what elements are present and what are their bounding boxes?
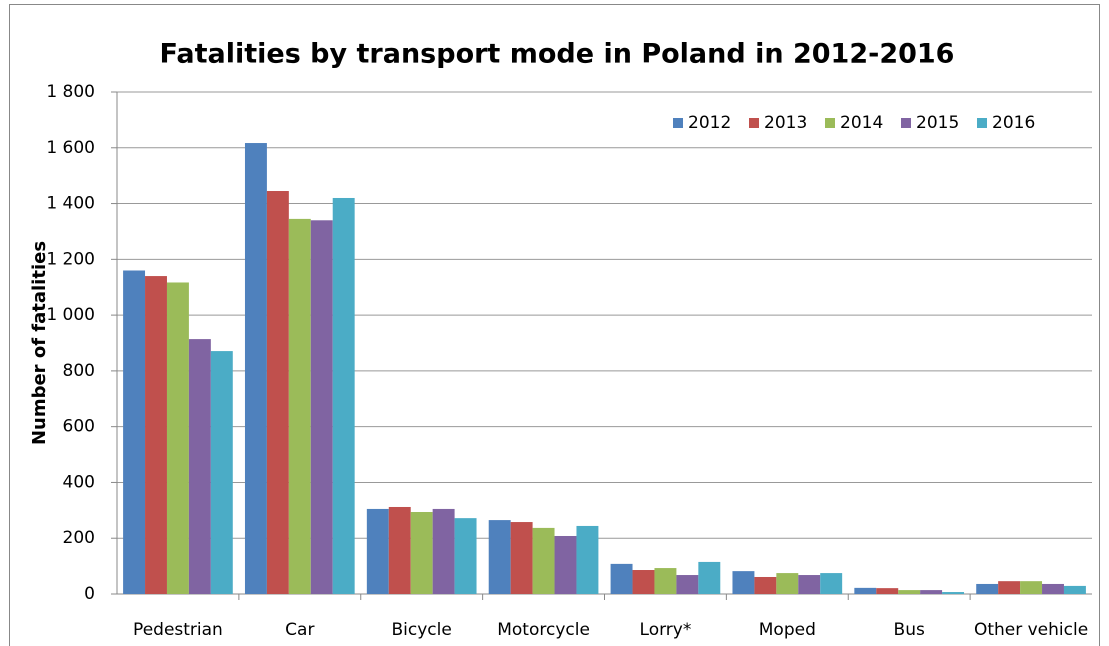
legend-swatch (673, 118, 683, 128)
bar (942, 592, 965, 594)
bar (676, 575, 699, 594)
bar (532, 527, 555, 594)
bar (332, 197, 355, 594)
y-tick-label: 1 800 (46, 82, 95, 102)
bar (454, 518, 477, 594)
x-tick-label: Other vehicle (974, 620, 1088, 640)
bar (576, 525, 599, 594)
legend-label: 2016 (992, 113, 1035, 133)
bar (410, 512, 433, 594)
bar (145, 276, 167, 594)
bar (654, 568, 677, 594)
bar (1020, 581, 1043, 594)
bar (920, 590, 943, 594)
y-tick-label: 1 400 (46, 194, 95, 214)
bar (732, 571, 755, 594)
y-tick-label: 0 (84, 584, 95, 604)
x-tick-label: Pedestrian (133, 620, 223, 640)
bar (188, 339, 211, 594)
bar (754, 576, 777, 594)
bar (432, 508, 455, 594)
x-tick-label: Motorcycle (497, 620, 590, 640)
bar (388, 506, 411, 594)
y-tick-label: 1 000 (46, 305, 95, 325)
y-tick-label: 800 (63, 361, 95, 381)
bar (123, 270, 146, 594)
x-tick-label: Moped (759, 620, 816, 640)
bar (1042, 583, 1064, 594)
bar (976, 583, 999, 594)
legend-swatch (749, 118, 759, 128)
bar (366, 508, 389, 594)
bar (798, 575, 821, 594)
bar (698, 561, 721, 594)
bar (898, 590, 921, 594)
legend-label: 2012 (688, 113, 731, 133)
bar (266, 191, 289, 594)
y-tick-label: 1 200 (46, 249, 95, 269)
x-tick-label: Car (285, 620, 314, 640)
y-tick-label: 400 (63, 472, 95, 492)
bar (244, 143, 267, 594)
bar (310, 220, 333, 595)
bar (210, 351, 233, 594)
bar (1063, 585, 1086, 594)
bar (776, 573, 799, 594)
legend-label: 2015 (916, 113, 959, 133)
bar (610, 563, 633, 594)
y-tick-label: 600 (63, 417, 95, 437)
legend-swatch (825, 118, 835, 128)
legend-label: 2014 (840, 113, 883, 133)
x-tick-label: Bus (894, 620, 925, 640)
bar (288, 218, 311, 594)
bar (488, 520, 511, 594)
bar (998, 581, 1021, 594)
x-tick-label: Lorry* (640, 620, 692, 640)
chart-title: Fatalities by transport mode in Poland i… (160, 39, 955, 70)
legend-swatch (977, 118, 987, 128)
bar (820, 573, 843, 594)
legend-label: 2013 (764, 113, 807, 133)
bar (510, 522, 533, 594)
y-axis-label: Number of fatalities (29, 241, 50, 445)
x-tick-label: Bicycle (392, 620, 452, 640)
bar (554, 535, 577, 594)
bar (632, 570, 655, 594)
y-tick-label: 200 (63, 528, 95, 548)
y-tick-label: 1 600 (46, 138, 95, 158)
bar (166, 282, 189, 594)
bar (854, 587, 877, 594)
legend-swatch (901, 118, 911, 128)
bar (876, 588, 899, 594)
